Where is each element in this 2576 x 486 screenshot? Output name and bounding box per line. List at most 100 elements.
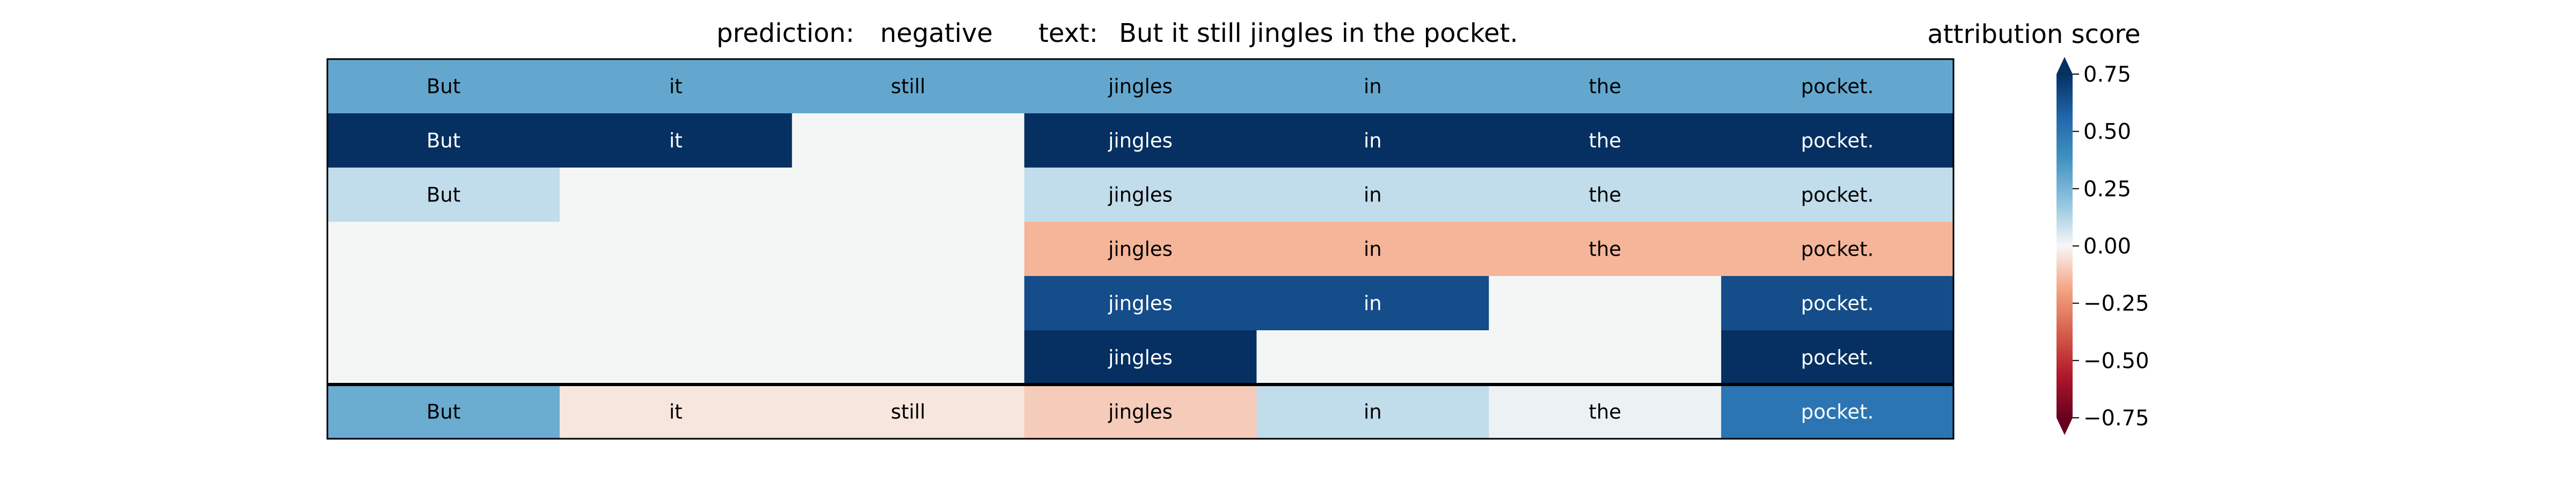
prediction-label: prediction: <box>716 18 854 48</box>
cell-token-label: jingles <box>1108 129 1173 153</box>
cell-token-label: the <box>1589 129 1621 153</box>
cell-token-label: pocket. <box>1801 346 1874 369</box>
heatmap-cell <box>1024 276 1257 331</box>
cell-token-label: it <box>669 129 683 153</box>
heatmap-cell <box>1489 113 1722 168</box>
heatmap-cell <box>559 59 793 114</box>
colorbar-tick-label: −0.50 <box>2083 349 2149 373</box>
cell-token-label: in <box>1364 401 1382 424</box>
heatmap-cell <box>792 276 1025 331</box>
cell-token-label: it <box>669 401 683 424</box>
heatmap-cell <box>1256 276 1489 331</box>
cell-token-label: But <box>427 75 460 98</box>
heatmap-cell <box>1489 222 1722 277</box>
cell-token-label: in <box>1364 238 1382 261</box>
cell-token-label: But <box>427 184 460 207</box>
heatmap-cell <box>792 330 1025 385</box>
colorbar-tick-label: 0.50 <box>2083 120 2131 144</box>
heatmap-cell <box>327 222 560 277</box>
heatmap-cell <box>792 168 1025 222</box>
cell-token-label: pocket. <box>1801 401 1874 424</box>
cell-token-label: in <box>1364 292 1382 315</box>
colorbar-extend-max <box>2057 57 2073 74</box>
heatmap-cell <box>1024 113 1257 168</box>
heatmap-row: jingles pocket. <box>327 330 1954 385</box>
heatmap-frames <box>326 58 1955 440</box>
heatmap-cell <box>559 168 793 222</box>
colorbar-extend-min <box>2057 418 2073 435</box>
cell-token-label: it <box>669 75 683 98</box>
colorbar-tick-label: 0.75 <box>2083 62 2131 87</box>
heatmap-cell <box>1024 330 1257 385</box>
heatmap-cell <box>1256 168 1489 222</box>
cell-token-label: the <box>1589 238 1621 261</box>
heatmap-row: But it jingles in the pocket. <box>327 113 1954 168</box>
heatmap-row: jingles in the pocket. <box>327 222 1954 277</box>
heatmap-cell <box>1256 59 1489 114</box>
heatmap-cell <box>1721 59 1954 114</box>
cell-token-label: pocket. <box>1801 184 1874 207</box>
heatmap-cell <box>559 385 793 439</box>
colorbar-tick-label: −0.25 <box>2083 292 2149 316</box>
heatmap-cell <box>1721 330 1954 385</box>
heatmap-cell <box>1721 113 1954 168</box>
heatmap-row: But it still jingles in the pocket. <box>327 59 1954 114</box>
heatmap-cell <box>1721 385 1954 439</box>
cell-token-label: still <box>891 75 926 98</box>
heatmap-row: But jingles in the pocket. <box>327 168 1954 222</box>
heatmap-cell <box>1721 276 1954 331</box>
heatmap-cell <box>1024 168 1257 222</box>
prediction-value: negative <box>880 18 993 48</box>
heatmap-cell <box>327 168 560 222</box>
cell-token-label: in <box>1364 129 1382 153</box>
colorbar-tick-label: 0.00 <box>2083 234 2131 259</box>
figure-header: prediction: negative text: But it still … <box>716 18 1518 48</box>
heatmap-cell <box>559 276 793 331</box>
heatmap-cell <box>327 59 560 114</box>
heatmap-cell <box>1489 330 1722 385</box>
heatmap-cell <box>1489 385 1722 439</box>
heatmap-cell <box>1256 385 1489 439</box>
cell-token-label: But <box>427 401 460 424</box>
text-label: text: <box>1038 18 1098 48</box>
cell-token-label: But <box>427 129 460 153</box>
heatmap-cell <box>792 222 1025 277</box>
colorbar-tick-label: 0.25 <box>2083 177 2131 201</box>
colorbar-title: attribution score <box>1927 19 2140 49</box>
cell-token-label: jingles <box>1108 238 1173 261</box>
cell-token-label: in <box>1364 184 1382 207</box>
colorbar-tick-label: −0.75 <box>2083 406 2149 431</box>
heatmap-cell <box>559 113 793 168</box>
heatmap-cell <box>327 276 560 331</box>
cell-token-label: the <box>1589 401 1621 424</box>
cell-token-label: pocket. <box>1801 129 1874 153</box>
heatmap-cell <box>1024 222 1257 277</box>
heatmap-row: jingles in pocket. <box>327 276 1954 331</box>
heatmap-cell <box>1256 330 1489 385</box>
cell-token-label: the <box>1589 75 1621 98</box>
heatmap-cell <box>792 113 1025 168</box>
heatmap-cell <box>1489 168 1722 222</box>
heatmap-cells: But it still jingles in the pocket. But it jingle… <box>327 59 1954 439</box>
cell-token-label: in <box>1364 75 1382 98</box>
cell-token-label: pocket. <box>1801 238 1874 261</box>
heatmap-cell <box>1721 168 1954 222</box>
heatmap-cell <box>1489 276 1722 331</box>
colorbar-gradient <box>2057 74 2073 418</box>
cell-token-label: pocket. <box>1801 292 1874 315</box>
aggregate-row: But it still jingles in the pocket. <box>327 385 1954 439</box>
heatmap-cell <box>327 113 560 168</box>
cell-token-label: jingles <box>1108 401 1173 424</box>
heatmap-cell <box>327 330 560 385</box>
heatmap-cell <box>1256 113 1489 168</box>
heatmap-cell <box>1024 59 1257 114</box>
cell-token-label: jingles <box>1108 346 1173 369</box>
heatmap-cell <box>1024 385 1257 439</box>
cell-token-label: jingles <box>1108 184 1173 207</box>
cell-token-label: the <box>1589 184 1621 207</box>
heatmap-cell <box>1721 222 1954 277</box>
heatmap-cell <box>792 385 1025 439</box>
heatmap-cell <box>559 330 793 385</box>
heatmap-cell <box>1489 59 1722 114</box>
